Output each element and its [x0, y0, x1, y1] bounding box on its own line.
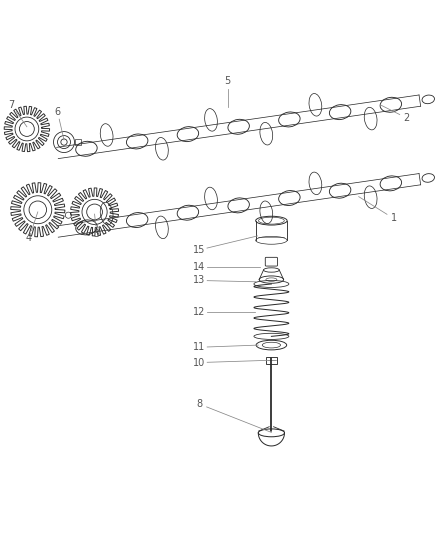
Text: 7: 7 — [8, 100, 15, 110]
Text: 5: 5 — [225, 76, 231, 86]
Text: 11: 11 — [193, 342, 205, 352]
Text: 12: 12 — [193, 308, 205, 317]
Text: 1: 1 — [391, 214, 397, 223]
Text: 14: 14 — [193, 262, 205, 271]
Text: 4: 4 — [26, 233, 32, 243]
Text: 10: 10 — [193, 358, 205, 368]
Text: 6: 6 — [54, 107, 60, 117]
Bar — [75, 140, 81, 144]
Text: 13: 13 — [193, 276, 205, 286]
Text: 3: 3 — [94, 229, 100, 239]
Text: 15: 15 — [193, 245, 205, 255]
Text: 8: 8 — [196, 399, 202, 409]
Bar — [266, 357, 277, 364]
Text: 2: 2 — [404, 113, 410, 123]
